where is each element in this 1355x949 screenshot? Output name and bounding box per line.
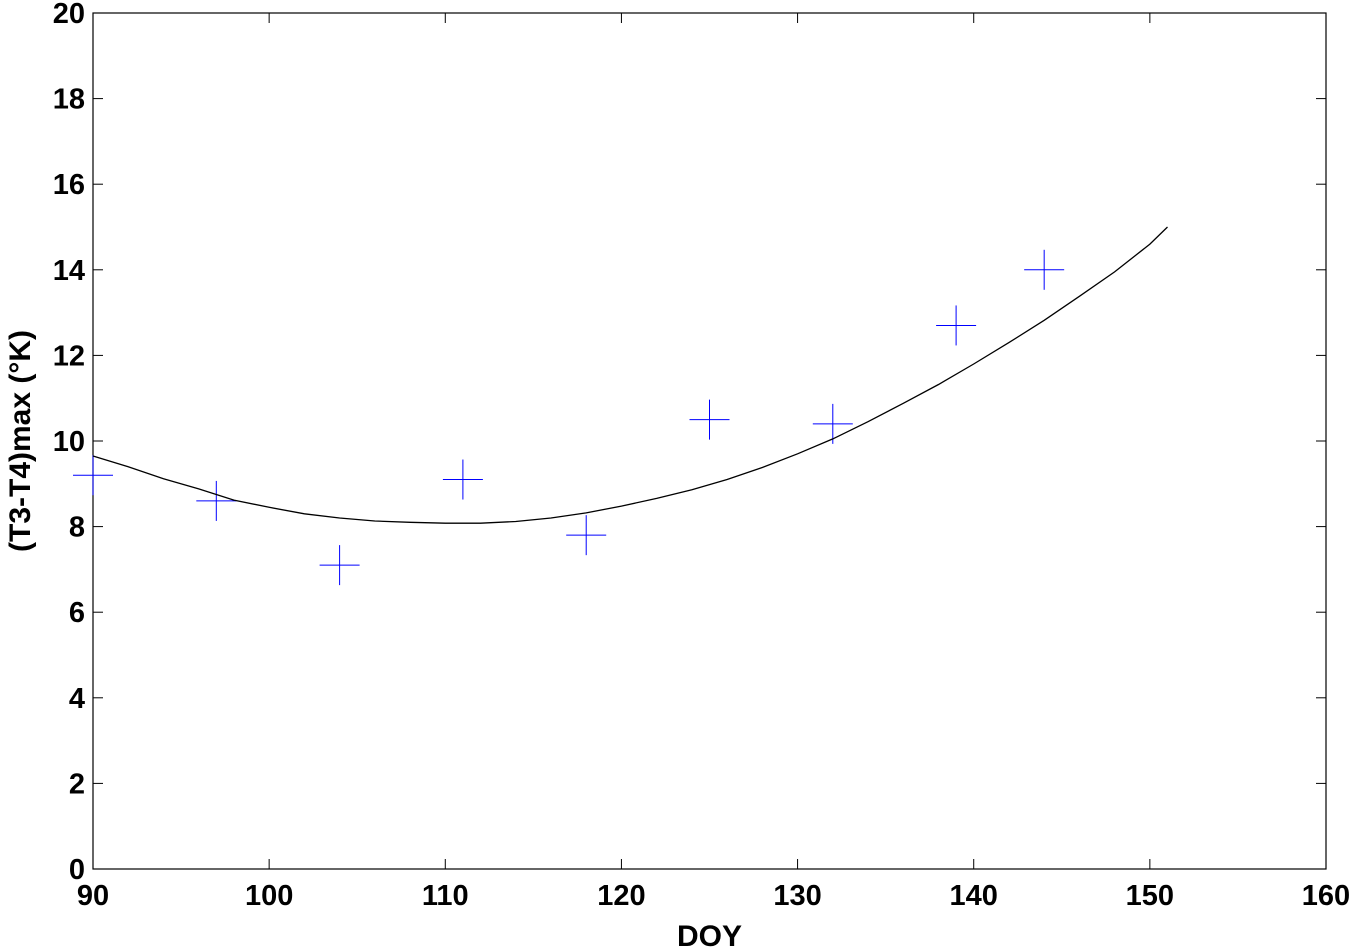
x-tick-label: 150: [1126, 880, 1174, 912]
x-tick-label: 160: [1302, 880, 1350, 912]
y-axis: 0 2 4 6 8 10 12 14 16 18 20: [53, 0, 1326, 886]
y-tick-label: 8: [69, 512, 85, 544]
data-point: [442, 459, 483, 500]
y-tick-label: 14: [53, 255, 85, 287]
series-layer: [73, 226, 1168, 586]
y-tick-label: 16: [53, 169, 85, 201]
y-tick-label: 0: [69, 854, 85, 886]
y-tick-label: 4: [69, 683, 85, 715]
plot-frame: [92, 12, 1327, 870]
y-tick-label: 2: [69, 768, 85, 800]
data-point: [73, 455, 113, 496]
y-tick-label: 20: [53, 0, 85, 30]
x-tick-label: 120: [597, 880, 645, 912]
data-point: [936, 305, 977, 346]
data-point: [812, 403, 853, 444]
x-tick-label: 130: [773, 880, 821, 912]
y-tick-label: 18: [53, 84, 85, 116]
x-tick-label: 100: [245, 880, 293, 912]
data-point: [1024, 249, 1065, 290]
plot-area: [92, 12, 1327, 870]
y-tick-label: 6: [69, 597, 85, 629]
x-tick-label: 110: [422, 880, 469, 912]
data-point: [566, 515, 607, 556]
x-axis: 90 100 110 120 130 140 150 160: [77, 13, 1350, 912]
data-point: [319, 545, 360, 586]
y-tick-label: 10: [53, 426, 85, 458]
data-point: [196, 480, 237, 521]
fit-curve-line: [92, 226, 1168, 524]
y-axis-label: (T3-T4)max (°K): [4, 330, 37, 552]
x-tick-label: 90: [77, 880, 109, 912]
data-point: [689, 399, 730, 440]
x-axis-label: DOY: [677, 920, 742, 949]
x-tick-label: 140: [950, 880, 998, 912]
y-tick-label: 12: [53, 340, 85, 372]
